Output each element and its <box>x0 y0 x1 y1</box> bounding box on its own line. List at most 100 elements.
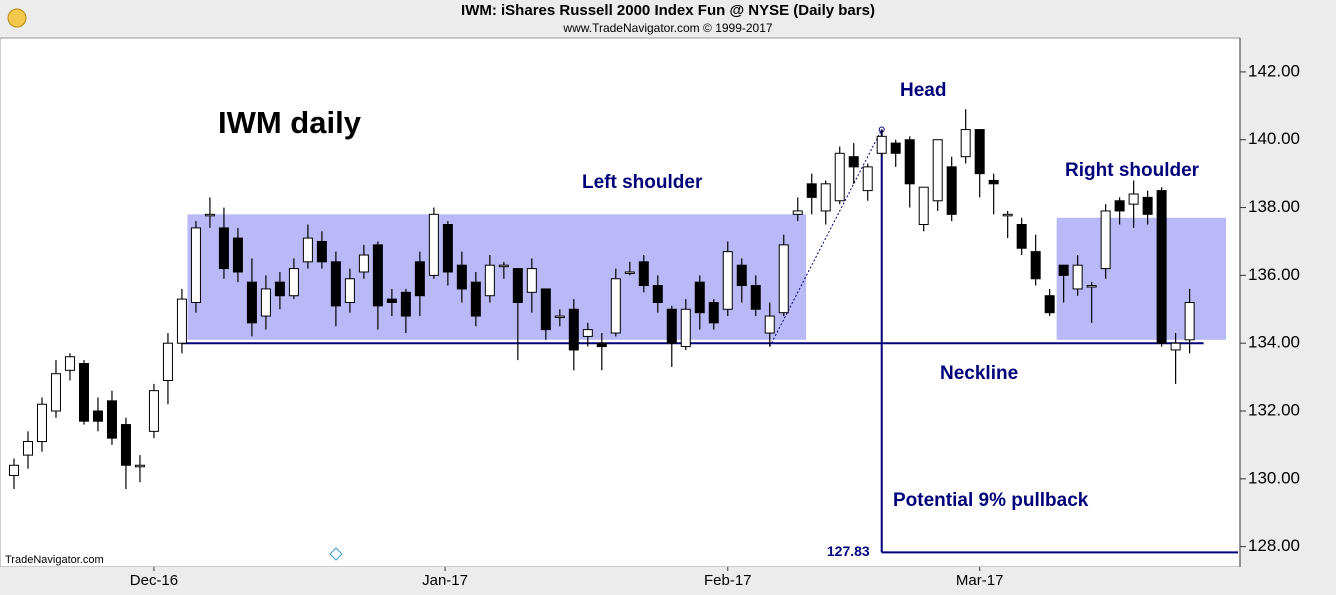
candle-body <box>582 329 593 337</box>
candle-body <box>1044 295 1055 314</box>
candle-body <box>36 403 47 443</box>
candle-body <box>484 264 495 297</box>
candle-body <box>162 342 173 381</box>
x-tick-label: Mar-17 <box>956 572 1004 589</box>
candle-body <box>526 268 537 293</box>
candle-body <box>134 464 145 468</box>
candle-body <box>820 183 831 212</box>
candle-body <box>50 373 61 412</box>
candle-body <box>1170 342 1181 351</box>
candle-body <box>946 166 957 215</box>
candle-body <box>680 308 691 348</box>
candle-body <box>274 281 285 297</box>
candle-body <box>92 410 103 422</box>
candle-body <box>78 363 89 422</box>
annotation: Left shoulder <box>582 172 703 193</box>
x-tick-label: Jan-17 <box>422 572 468 589</box>
candle-body <box>736 264 747 287</box>
candle-body <box>288 268 299 297</box>
annotation: Right shoulder <box>1065 160 1200 181</box>
candle-body <box>890 142 901 154</box>
candle-body <box>1086 285 1097 288</box>
candle-body <box>414 261 425 297</box>
y-tick-label: 136.00 <box>1248 265 1300 284</box>
candle-body <box>316 240 327 263</box>
annotation: Head <box>900 80 946 101</box>
candle-body <box>1142 196 1153 215</box>
candle-body <box>344 278 355 303</box>
annotation: Neckline <box>940 363 1018 384</box>
candle-body <box>148 390 159 432</box>
candle-body <box>246 281 257 324</box>
candle-body <box>400 291 411 317</box>
x-tick-label: Dec-16 <box>130 572 178 589</box>
y-tick-label: 140.00 <box>1248 129 1300 148</box>
candle-body <box>456 264 467 290</box>
candle-body <box>848 156 859 168</box>
candle-body <box>932 139 943 202</box>
candle-body <box>974 129 985 175</box>
candle-body <box>806 183 817 198</box>
candle-body <box>988 179 999 185</box>
candle-body <box>302 237 313 263</box>
y-tick-label: 132.00 <box>1248 400 1300 419</box>
y-tick-label: 130.00 <box>1248 468 1300 487</box>
candle-body <box>1030 251 1041 280</box>
candle-body <box>512 268 523 304</box>
candle-body <box>442 224 453 273</box>
candle-body <box>1100 210 1111 270</box>
candle-body <box>1156 190 1167 344</box>
candle-body <box>652 285 663 303</box>
candle-body <box>22 441 33 456</box>
candle-body <box>1002 213 1013 217</box>
candle-body <box>218 227 229 270</box>
annotation: IWM daily <box>218 105 362 140</box>
y-tick-label: 142.00 <box>1248 61 1300 80</box>
x-axis-bg <box>0 567 1336 595</box>
candle-body <box>1114 200 1125 212</box>
candle-body <box>750 285 761 310</box>
y-tick-label: 138.00 <box>1248 197 1300 216</box>
candle-body <box>1072 264 1083 290</box>
candle-body <box>904 139 915 185</box>
candle-body <box>596 342 607 348</box>
candle-body <box>498 264 509 268</box>
y-tick-label: 134.00 <box>1248 333 1300 352</box>
candle-body <box>568 308 579 351</box>
candle-body <box>694 281 705 314</box>
candle-body <box>204 213 215 217</box>
candle-body <box>470 281 481 317</box>
candle-body <box>722 251 733 310</box>
annotation: Potential 9% pullback <box>893 490 1089 511</box>
y-tick-label: 128.00 <box>1248 536 1300 555</box>
candle-body <box>176 298 187 344</box>
candle-body <box>1058 264 1069 276</box>
candle-body <box>8 464 19 476</box>
x-tick-label: Feb-17 <box>704 572 752 589</box>
candle-body <box>372 244 383 307</box>
candle-body <box>764 315 775 334</box>
candle-body <box>554 315 565 319</box>
candle-body <box>540 288 551 331</box>
candle-body <box>610 278 621 334</box>
candle-body <box>778 244 789 314</box>
candle-body <box>190 227 201 303</box>
candle-body <box>232 237 243 273</box>
watermark: TradeNavigator.com <box>5 554 104 566</box>
candle-body <box>708 302 719 324</box>
candle-body <box>960 129 971 158</box>
candle-body <box>638 261 649 287</box>
candle-body <box>106 400 117 439</box>
candle-body <box>260 288 271 317</box>
candle-body <box>120 424 131 466</box>
candle-body <box>1016 224 1027 249</box>
candle-body <box>64 356 75 371</box>
target-label: 127.83 <box>827 543 870 559</box>
header-bg <box>0 0 1336 38</box>
candle-body <box>834 152 845 202</box>
logo <box>7 8 343 561</box>
candle-body <box>792 210 803 215</box>
candle-body <box>428 213 439 276</box>
candle-body <box>876 135 887 154</box>
